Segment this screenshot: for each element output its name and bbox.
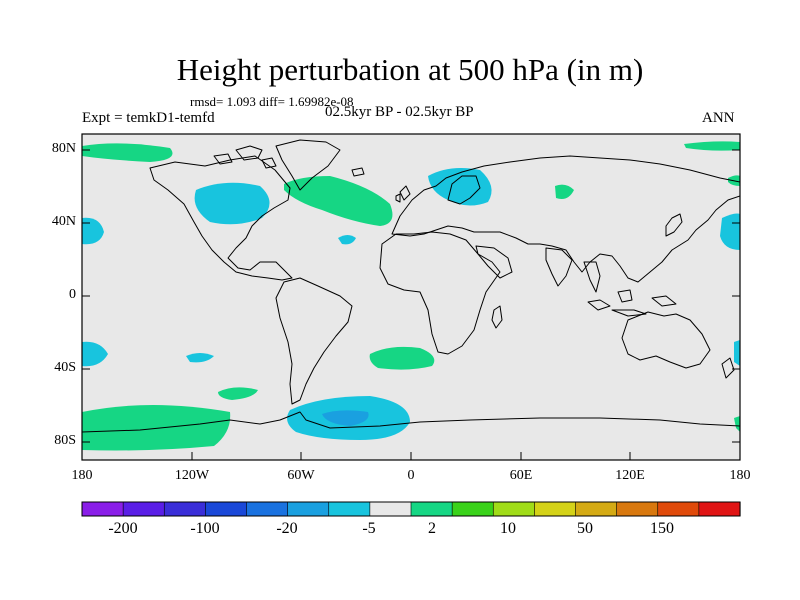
colorbar-swatch	[122, 501, 165, 517]
colorbar-label: 50	[577, 520, 593, 537]
colorbar-label: -200	[108, 520, 138, 537]
colorbar-swatch	[205, 501, 248, 517]
lon-label-60w: 60W	[287, 468, 315, 483]
map-background	[82, 134, 740, 460]
colorbar-swatch	[246, 501, 289, 517]
colorbar-swatches	[81, 501, 741, 517]
coastlines	[82, 139, 740, 433]
colorbar-swatch	[410, 501, 453, 517]
lon-label-120w: 120W	[174, 468, 210, 483]
axis-ticks	[81, 149, 741, 460]
colorbar-swatch	[492, 501, 535, 517]
colorbar-swatch	[81, 501, 124, 517]
colorbar-label: -20	[276, 520, 298, 537]
colorbar-swatch	[328, 501, 371, 517]
colorbar-swatch	[534, 501, 577, 517]
lat-label-eq: 0	[69, 287, 76, 302]
colorbar-swatch	[451, 501, 494, 517]
colorbar-swatch	[657, 501, 700, 517]
colorbar	[81, 501, 741, 517]
lon-label-120e: 120E	[615, 468, 645, 483]
experiment-label: Expt = temkD1-temfd	[82, 110, 215, 126]
colorbar-label: -5	[362, 520, 376, 537]
colorbar-label: 2	[428, 520, 436, 537]
colorbar-label: 10	[500, 520, 516, 537]
lat-label-80s: 80S	[54, 433, 76, 448]
colorbar-swatch	[369, 501, 412, 517]
colorbar-label: 150	[650, 520, 674, 537]
colorbar-label: -100	[190, 520, 220, 537]
lat-label-40s: 40S	[54, 360, 76, 375]
lon-label-180e: 180	[729, 468, 751, 483]
colorbar-swatch	[163, 501, 206, 517]
lon-label-0: 0	[407, 468, 415, 483]
colorbar-swatch	[287, 501, 330, 517]
anomaly-regions	[82, 141, 740, 451]
lon-label-60e: 60E	[509, 468, 533, 483]
map-title: Height perturbation at 500 hPa (in m)	[176, 52, 644, 87]
colorbar-swatch	[698, 501, 741, 517]
colorbar-swatch	[575, 501, 618, 517]
lat-label-40n: 40N	[51, 214, 76, 229]
season-label: ANN	[702, 110, 735, 126]
lon-label-180w: 180	[71, 468, 93, 483]
period-label: 02.5kyr BP - 02.5kyr BP	[325, 104, 474, 120]
rmsd-annotation: rmsd= 1.093 diff= 1.69982e-08	[190, 94, 354, 109]
lat-label-80n: 80N	[51, 141, 76, 156]
colorbar-swatch	[616, 501, 659, 517]
